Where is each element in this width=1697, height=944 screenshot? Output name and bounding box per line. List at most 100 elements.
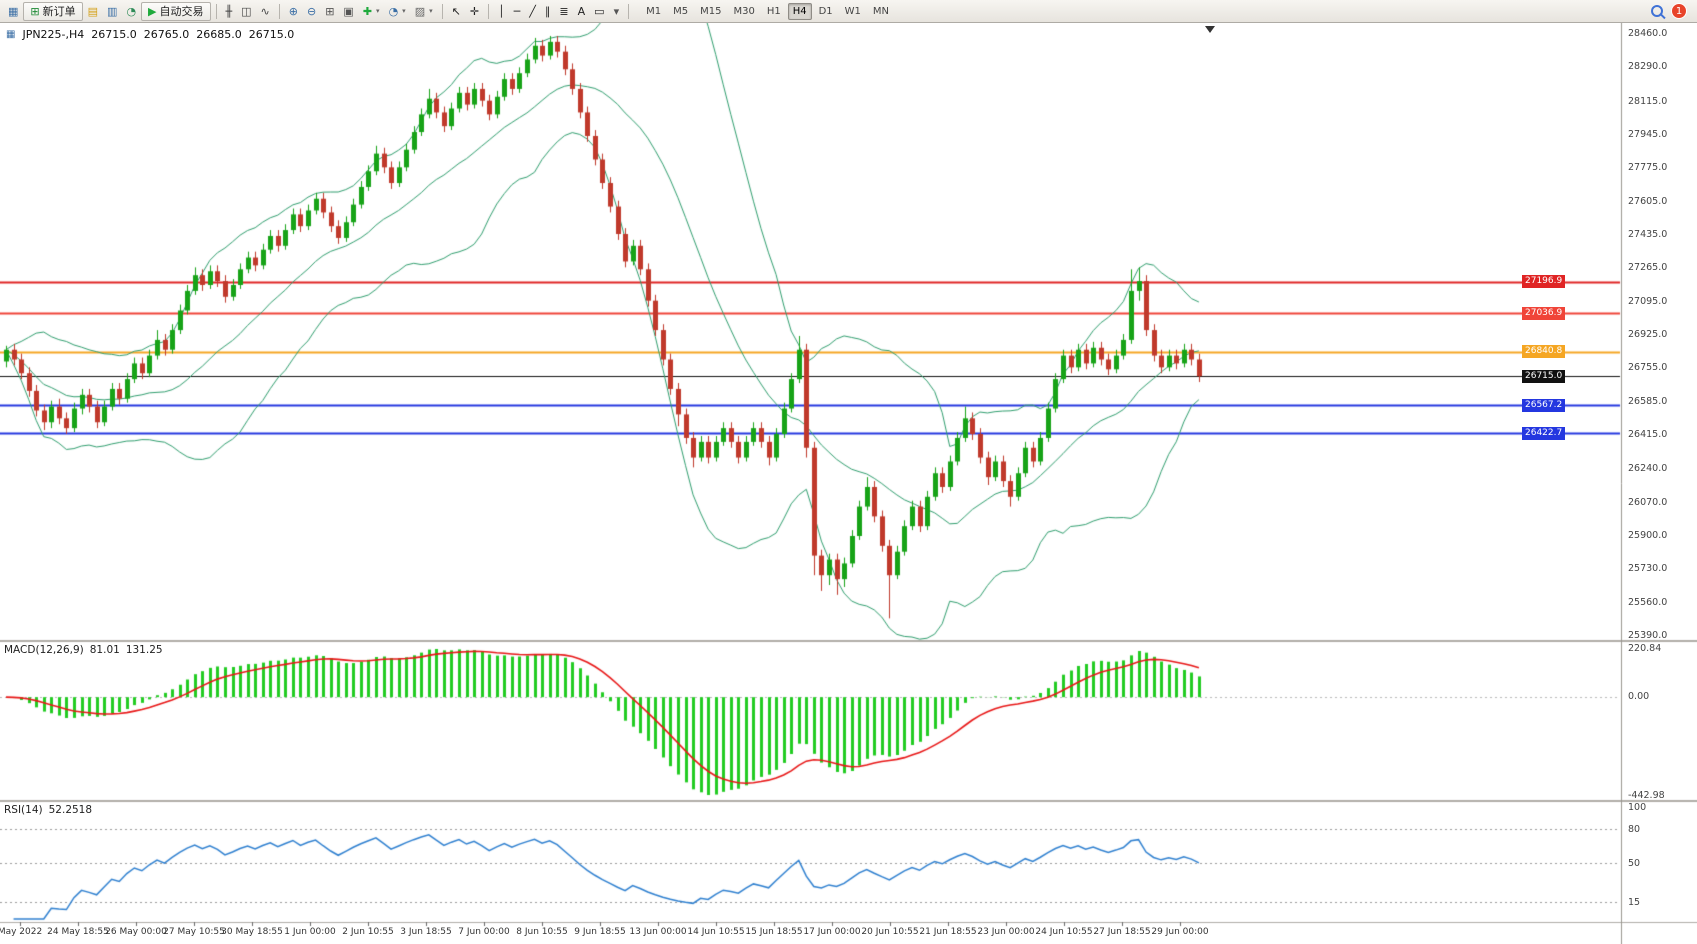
date-axis-label: 27 Jun 18:55: [1093, 927, 1151, 937]
templates-icon[interactable]: ▨ ▾: [411, 2, 437, 21]
vertical-line-icon[interactable]: │: [494, 2, 509, 21]
chart-window-icon: ▦: [8, 4, 19, 18]
market-watch-icon: ▥: [107, 4, 118, 18]
price-axis-label: 27095.0: [1628, 295, 1668, 307]
date-axis-label: 24 May 18:55: [47, 927, 109, 937]
toolbar-separator: [488, 3, 490, 19]
market-watch-icon[interactable]: ▥: [103, 2, 121, 21]
new-order-button-label: 新订单: [42, 5, 76, 18]
price-line-label[interactable]: 26567.2: [1522, 398, 1566, 412]
chart-window-icon[interactable]: ▦: [4, 2, 22, 21]
toolbar-separator: [441, 3, 443, 19]
autotrading-button-label: 自动交易: [159, 5, 204, 18]
macd-label: MACD(12,26,9) 81.01 131.25: [4, 644, 163, 656]
periods-dropdown-arrow: ▾: [402, 7, 406, 15]
templates-icon: ▨: [414, 4, 426, 18]
candlestick-chart-icon[interactable]: ◫: [237, 2, 255, 21]
bar-chart-icon[interactable]: ╫: [222, 2, 237, 21]
notification-badge[interactable]: 1: [1671, 3, 1687, 19]
text-icon[interactable]: A: [574, 2, 590, 21]
history-center-icon[interactable]: ▤: [84, 2, 102, 21]
search-icon[interactable]: [1651, 5, 1666, 20]
date-axis-label: May 2022: [0, 927, 43, 937]
price-axis-label: 26755.0: [1628, 362, 1668, 374]
tile-windows-icon[interactable]: ⊞: [321, 2, 338, 21]
zoom-out-icon[interactable]: ⊖: [303, 2, 320, 21]
vertical-line-icon: │: [498, 4, 505, 18]
shapes-dropdown-icon[interactable]: ▾: [610, 2, 624, 21]
trendline-icon[interactable]: ╱: [525, 2, 540, 21]
mini-chart-icon: ▦: [6, 29, 16, 40]
crosshair-icon[interactable]: ✛: [466, 2, 483, 21]
price-axis-label: 26925.0: [1628, 329, 1668, 340]
timeframe-d1[interactable]: D1: [818, 5, 833, 17]
date-axis-label: 29 Jun 00:00: [1151, 927, 1209, 937]
price-line-label[interactable]: 27036.9: [1522, 306, 1566, 320]
timeframe-m15[interactable]: M15: [700, 5, 722, 17]
rsi-scale-label: 100: [1628, 802, 1647, 813]
periods-icon[interactable]: ◔ ▾: [385, 2, 410, 21]
timeframe-mn[interactable]: MN: [872, 5, 890, 17]
autotrading-button[interactable]: ▶ 自动交易: [141, 1, 211, 21]
symbol-info: ▦ JPN225-,H4 26715.0 26765.0 26685.0 267…: [6, 28, 294, 41]
price-axis-label: 28290.0: [1628, 61, 1668, 73]
price-axis-label: 27435.0: [1628, 228, 1668, 240]
date-axis-label: 24 Jun 10:55: [1035, 927, 1093, 937]
rsi-scale-label: 50: [1628, 858, 1641, 869]
rsi-label: RSI(14) 52.2518: [4, 804, 92, 816]
price-line-label[interactable]: 26422.7: [1522, 426, 1566, 440]
toolbar-buttons: ▦ ⊞ 新订单 ▤ ▥ ◔ ▶ 自动交易 ╫ ◫ ∿ ⊕ ⊖ ⊞ ▣ ✚ ▾ ◔ ▾ ▨ ▾ ↖ ✛ │ ─ ╱ ∥ ≣ A ▭ ▾: [4, 1, 633, 21]
shapes-dropdown-icon: ▾: [613, 4, 620, 18]
price-line-label[interactable]: 27196.9: [1522, 275, 1566, 289]
line-chart-icon[interactable]: ∿: [257, 2, 274, 21]
text-icon: A: [577, 4, 586, 18]
date-axis-label: 8 Jun 10:55: [516, 927, 568, 937]
templates-dropdown-arrow: ▾: [429, 7, 433, 15]
timeframe-m1[interactable]: M1: [646, 5, 662, 17]
toolbar: ▦ ⊞ 新订单 ▤ ▥ ◔ ▶ 自动交易 ╫ ◫ ∿ ⊕ ⊖ ⊞ ▣ ✚ ▾ ◔ ▾ ▨ ▾ ↖ ✛ │ ─ ╱ ∥ ≣ A ▭ ▾ M1 M…: [0, 0, 1697, 23]
rsi-name: RSI(14): [4, 804, 43, 816]
equidistant-channel-icon: ∥: [544, 4, 551, 18]
cursor-icon: ↖: [451, 4, 461, 18]
fibonacci-icon[interactable]: ≣: [555, 2, 572, 21]
indicators-icon[interactable]: ✚ ▾: [359, 2, 384, 21]
macd-scale-zero: 0.00: [1628, 691, 1650, 703]
zoom-in-icon[interactable]: ⊕: [285, 2, 302, 21]
strategy-tester-icon[interactable]: ◔: [122, 2, 140, 21]
autotrading-icon: ▶: [148, 4, 157, 18]
date-axis-label: 15 Jun 18:55: [745, 927, 803, 937]
ohlc-high: 26765.0: [143, 28, 190, 41]
text-label-icon[interactable]: ▭: [590, 2, 608, 21]
timeframe-h4[interactable]: H4: [787, 2, 812, 20]
price-axis-label: 27605.0: [1628, 195, 1668, 207]
ohlc-low: 26685.0: [196, 28, 242, 41]
timeframe-m5[interactable]: M5: [673, 5, 689, 17]
new-order-icon: ⊞: [30, 4, 40, 18]
timeframe-m30[interactable]: M30: [733, 5, 755, 17]
strategy-tester-icon: ◔: [126, 4, 137, 18]
timeframe-w1[interactable]: W1: [844, 5, 861, 17]
new-order-button[interactable]: ⊞ 新订单: [23, 1, 83, 21]
macd-scale-max: 220.84: [1628, 643, 1662, 654]
horizontal-line-icon: ─: [513, 4, 521, 18]
date-axis-label: 27 May 10:55: [163, 927, 225, 937]
price-chart-canvas[interactable]: [0, 23, 1697, 944]
date-axis-label: 7 Jun 00:00: [458, 927, 510, 937]
date-axis-label: 2 Jun 10:55: [342, 927, 394, 937]
indicators-dropdown-arrow: ▾: [376, 7, 380, 15]
price-axis-label: 27945.0: [1628, 128, 1668, 140]
macd-scale-min: -442.98: [1628, 790, 1665, 801]
horizontal-line-icon[interactable]: ─: [510, 2, 525, 21]
equidistant-channel-icon[interactable]: ∥: [541, 2, 555, 21]
auto-arrange-icon[interactable]: ▣: [339, 2, 357, 21]
rsi-scale-label: 15: [1628, 897, 1641, 909]
price-line-label[interactable]: 26715.0: [1522, 369, 1566, 383]
date-axis-label: 1 Jun 00:00: [284, 927, 336, 937]
timeframe-h1[interactable]: H1: [766, 5, 781, 17]
price-axis-label: 25730.0: [1628, 563, 1668, 575]
indicators-icon: ✚: [362, 4, 373, 18]
price-line-label[interactable]: 26840.8: [1522, 345, 1566, 358]
tile-windows-icon: ⊞: [325, 4, 335, 18]
chart-shift-marker[interactable]: [1205, 26, 1215, 33]
cursor-icon[interactable]: ↖: [448, 2, 465, 21]
